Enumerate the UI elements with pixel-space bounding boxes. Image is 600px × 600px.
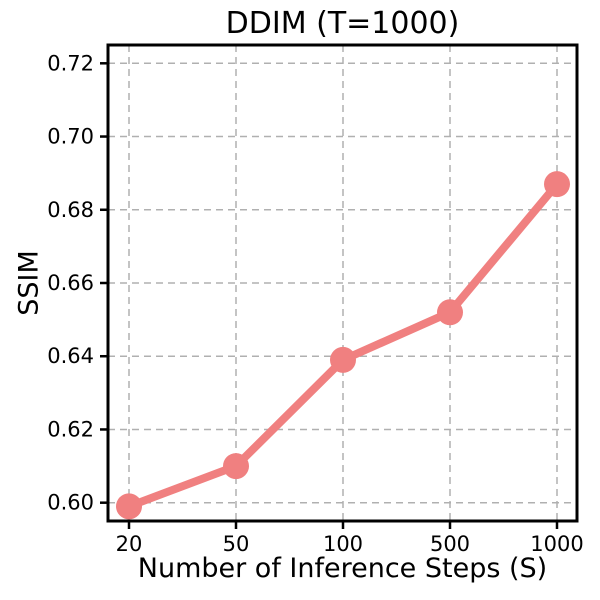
- chart-title: DDIM (T=1000): [225, 6, 460, 41]
- data-point: [437, 299, 463, 326]
- x-tick-label: 100: [323, 532, 363, 556]
- y-tick-label: 0.66: [47, 271, 94, 295]
- data-point: [116, 493, 142, 520]
- data-point: [544, 171, 570, 198]
- y-tick-label: 0.64: [47, 344, 94, 368]
- x-axis-label: Number of Inference Steps (S): [137, 553, 548, 584]
- data-point: [330, 346, 356, 373]
- x-tick-label: 500: [430, 532, 470, 556]
- x-tick-label: 20: [116, 532, 143, 556]
- x-tick-label: 1000: [530, 532, 583, 556]
- y-tick-label: 0.68: [47, 198, 94, 222]
- y-tick-label: 0.72: [47, 51, 94, 75]
- y-tick-label: 0.60: [47, 491, 94, 515]
- y-tick-label: 0.62: [47, 417, 94, 441]
- data-point: [223, 453, 249, 480]
- x-tick-label: 50: [223, 532, 250, 556]
- y-tick-label: 0.70: [47, 125, 94, 149]
